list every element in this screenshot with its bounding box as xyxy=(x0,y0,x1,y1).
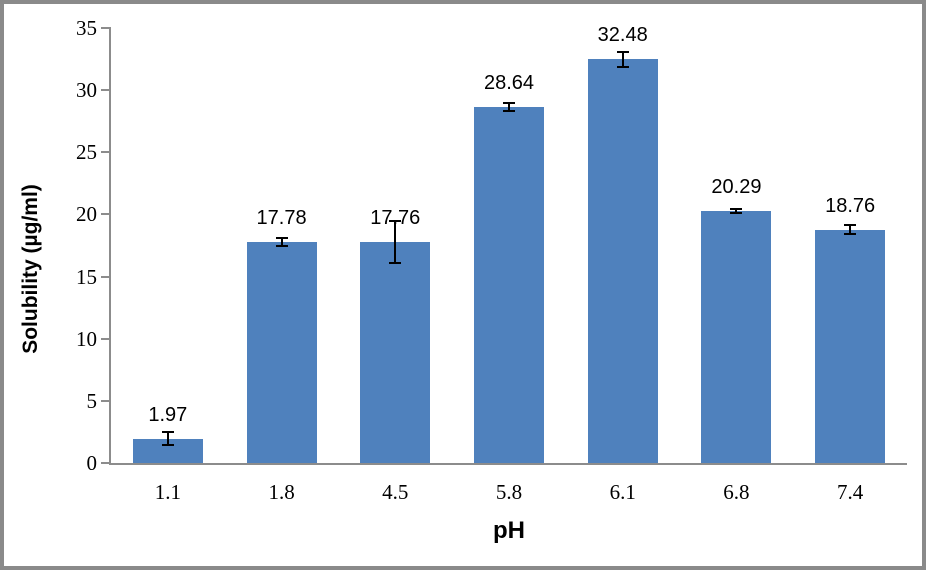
y-tick-mark xyxy=(101,337,109,340)
error-bar-line xyxy=(508,102,510,112)
x-tick-label: 1.8 xyxy=(268,480,295,504)
error-bar-bottom-cap xyxy=(503,110,515,113)
x-axis-line xyxy=(109,463,907,465)
error-bar-top-cap xyxy=(844,224,857,227)
x-tick-label: 6.1 xyxy=(609,480,636,504)
data-label: 28.64 xyxy=(483,72,535,95)
y-tick-label: 10 xyxy=(76,326,97,351)
error-bar-line xyxy=(394,221,397,264)
error-bar-top-cap xyxy=(503,101,515,104)
y-axis-line xyxy=(109,27,111,464)
error-bar-top-cap xyxy=(616,50,629,53)
error-bar-top-cap xyxy=(389,220,402,223)
error-bar-top-cap xyxy=(730,207,743,210)
error-bar-top-cap xyxy=(161,431,174,434)
error-bar-bottom-cap xyxy=(844,233,857,236)
y-tick-label: 5 xyxy=(86,388,98,413)
y-tick-mark xyxy=(101,89,109,92)
y-tick-mark xyxy=(101,213,109,216)
bar xyxy=(246,242,317,463)
y-tick-label: 35 xyxy=(76,16,97,40)
y-tick-mark xyxy=(101,27,109,29)
data-label: 18.76 xyxy=(825,194,876,217)
bar xyxy=(701,210,772,463)
error-bar-line xyxy=(621,51,624,67)
data-label: 20.29 xyxy=(711,175,762,198)
bar xyxy=(474,107,544,463)
x-tick-label: 5.8 xyxy=(495,480,523,504)
x-tick-label: 1.1 xyxy=(154,480,181,504)
x-tick-label: 4.5 xyxy=(382,480,409,504)
bar xyxy=(587,59,658,463)
error-bar-bottom-cap xyxy=(389,262,402,265)
y-tick-label: 25 xyxy=(76,140,97,165)
error-bar-line xyxy=(849,225,852,235)
x-tick-label: 6.8 xyxy=(723,480,750,504)
y-tick-label: 20 xyxy=(76,202,97,227)
bar xyxy=(815,229,886,463)
y-tick-label: 0 xyxy=(86,451,98,475)
bar xyxy=(360,242,431,463)
data-label: 17.76 xyxy=(370,207,421,230)
y-tick-mark xyxy=(101,462,109,464)
error-bar-top-cap xyxy=(275,236,288,239)
error-bar-bottom-cap xyxy=(616,65,629,68)
error-bar-line xyxy=(280,237,283,247)
error-bar-line xyxy=(735,208,738,213)
y-tick-mark xyxy=(101,399,109,402)
y-tick-label: 30 xyxy=(76,78,97,103)
y-tick-label: 15 xyxy=(76,264,97,289)
data-label: 17.78 xyxy=(256,207,307,230)
error-bar-bottom-cap xyxy=(730,211,743,214)
data-label: 32.48 xyxy=(597,24,648,47)
data-label: 1.97 xyxy=(148,403,188,426)
x-tick-label: 7.4 xyxy=(837,480,864,504)
x-axis-title: pH xyxy=(493,517,525,544)
y-tick-mark xyxy=(101,275,109,278)
y-tick-mark xyxy=(101,151,109,154)
error-bar-bottom-cap xyxy=(275,245,288,248)
error-bar-bottom-cap xyxy=(161,443,174,446)
error-bar-line xyxy=(166,432,169,445)
